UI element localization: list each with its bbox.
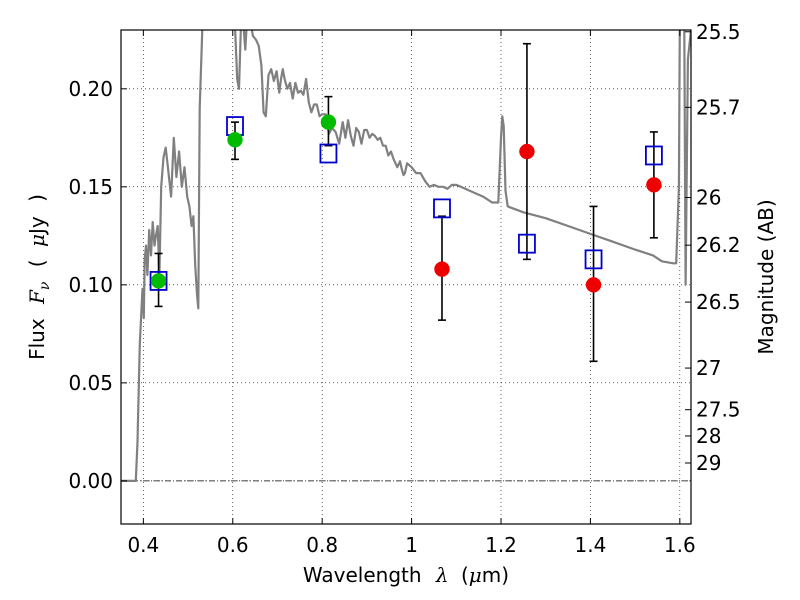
y-axis-title-unit-mu: μ — [25, 234, 49, 247]
magnitude-tick-label: 27.5 — [696, 398, 741, 422]
magnitude-tick-label: 27 — [696, 356, 721, 380]
x-tick-label: 1.6 — [664, 533, 696, 557]
model-spectrum-line — [121, 30, 691, 482]
nondetection-point — [585, 277, 602, 293]
x-tick-label: 0.4 — [127, 533, 159, 557]
grid — [121, 30, 691, 524]
x-axis-title-symbol: λ — [435, 563, 449, 587]
plot-frame — [120, 29, 692, 525]
y-tick-label: 0.20 — [68, 77, 113, 101]
nondetection-point — [519, 143, 535, 160]
magnitude-tick-label: 25.7 — [696, 95, 741, 119]
nondetection-point — [434, 261, 450, 277]
y-axis-title-prefix: Flux — [25, 318, 49, 360]
y-tick-label: 0.10 — [68, 273, 113, 297]
x-axis-title-prefix: Wavelength — [303, 563, 422, 587]
x-tick-label: 1.4 — [575, 533, 607, 557]
magnitude-axis-title: Magnitude (AB) — [754, 199, 778, 354]
x-axis-title-unit-rest: m) — [482, 563, 509, 587]
observed-flux-markers — [150, 114, 662, 293]
y-tick-label: 0.05 — [68, 371, 113, 395]
y-axis-title-unit-close: ) — [25, 194, 49, 202]
model-photometry-square — [584, 249, 603, 270]
spectrum-layer — [121, 30, 691, 482]
magnitude-tick-label: 26.5 — [696, 290, 741, 314]
magnitude-tick-label: 25.5 — [696, 20, 741, 44]
y-axis-title: Flux Fν ( μJy ) — [25, 194, 54, 360]
magnitude-tick-label: 26 — [696, 186, 721, 210]
plot-area-background — [121, 30, 691, 524]
y-axis-title-symbol: F — [25, 289, 49, 305]
y-axis-title-subscript: ν — [37, 281, 53, 290]
magnitude-axis-ticks: 25.5 25.7 26 26.2 26.5 27 27.528 29 — [685, 20, 741, 475]
y-tick-label: 0.00 — [68, 469, 113, 493]
magnitude-tick-label: 28 — [696, 424, 721, 448]
detection-point — [227, 132, 243, 148]
model-photometry-square — [644, 145, 663, 166]
x-axis-title: Wavelength λ (μm) — [303, 563, 509, 587]
x-tick-label: 1 — [405, 533, 418, 557]
y-axis-ticks: 0.00 0.05 0.10 0.15 0.20 — [68, 77, 127, 493]
y-axis-title-unit-rest: Jy — [25, 216, 49, 236]
y-tick-label: 0.15 — [68, 175, 113, 199]
x-axis-ticks: 0.4 0.6 0.8 1 1.2 1.4 1.6 — [127, 30, 696, 557]
x-tick-label: 0.8 — [306, 533, 338, 557]
x-axis-title-unit-open: ( — [461, 563, 469, 587]
magnitude-tick-label: 29 — [696, 451, 721, 475]
magnitude-tick-label: 26.2 — [696, 233, 741, 257]
nondetection-point — [646, 177, 662, 193]
model-photometry-square — [319, 143, 338, 164]
detection-point — [150, 273, 167, 289]
x-tick-label: 0.6 — [217, 533, 249, 557]
model-photometry-square — [433, 198, 451, 219]
x-tick-label: 1.2 — [485, 533, 517, 557]
detection-point — [320, 114, 337, 130]
model-photometry-square — [149, 271, 168, 291]
model-photometry-square — [518, 233, 536, 254]
y-axis-title-unit-open: ( — [25, 259, 49, 267]
x-axis-title-unit-mu: μ — [469, 563, 482, 587]
